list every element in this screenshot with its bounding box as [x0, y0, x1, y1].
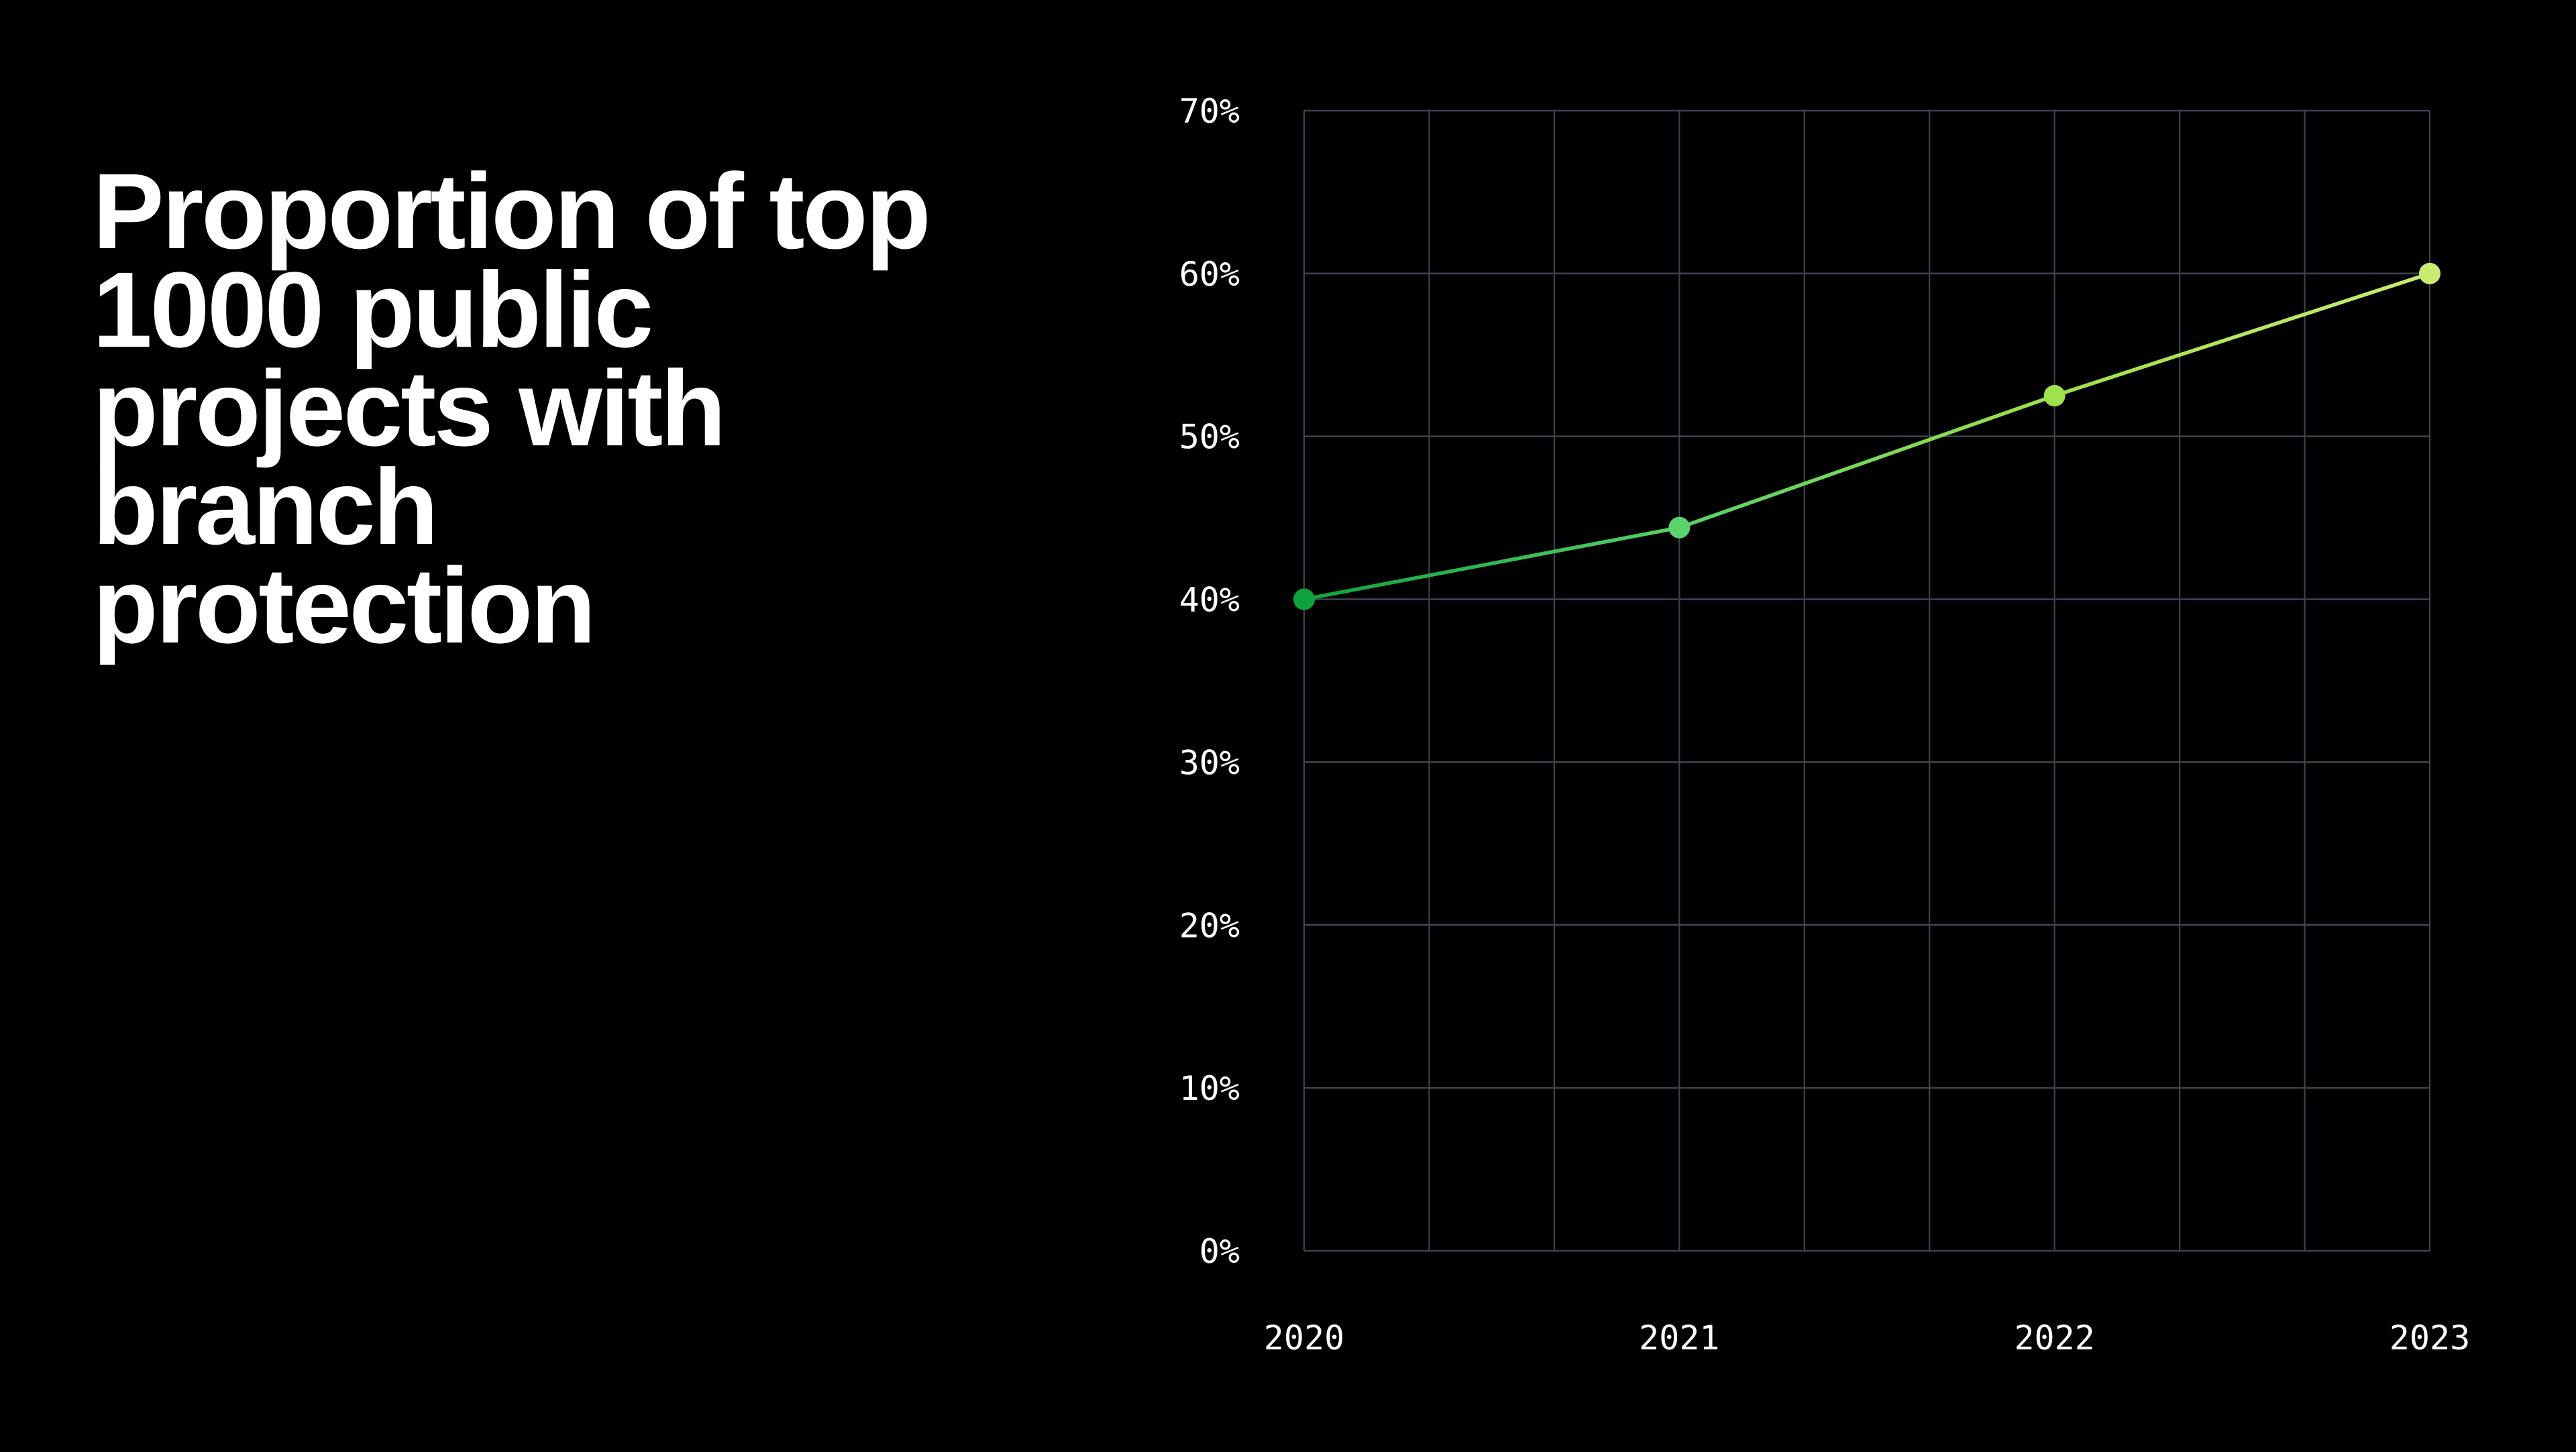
y-axis-tick-label: 20%: [1179, 906, 1240, 945]
data-point-2022: [2043, 385, 2065, 406]
x-axis-tick-label: 2023: [2390, 1319, 2470, 1357]
y-axis-tick-label: 30%: [1179, 743, 1240, 782]
x-axis-tick-label: 2022: [2014, 1319, 2094, 1357]
page-title-line: branch: [93, 447, 439, 567]
y-axis-tick-label: 10%: [1179, 1069, 1240, 1108]
data-point-2023: [2419, 262, 2440, 284]
y-axis-tick-label: 0%: [1199, 1232, 1240, 1271]
y-axis-tick-label: 70%: [1179, 92, 1240, 131]
page-title-line: 1000 public: [93, 249, 653, 370]
page-title-line: Proportion of top: [93, 151, 931, 272]
page-title: Proportion of top 1000 public projects wit…: [93, 151, 931, 666]
y-axis-tick-label: 40%: [1179, 581, 1240, 620]
y-axis-tick-label: 50%: [1179, 418, 1240, 457]
data-line: [1302, 272, 2432, 602]
x-axis-tick-label: 2021: [1639, 1319, 1719, 1357]
x-axis-tick-label: 2020: [1264, 1319, 1344, 1357]
y-axis-tick-label: 60%: [1179, 255, 1240, 294]
page-title-line: projects with: [93, 348, 727, 469]
data-point-2021: [1668, 516, 1690, 539]
data-point-2020: [1293, 588, 1315, 610]
page-title-line: protection: [93, 545, 596, 666]
